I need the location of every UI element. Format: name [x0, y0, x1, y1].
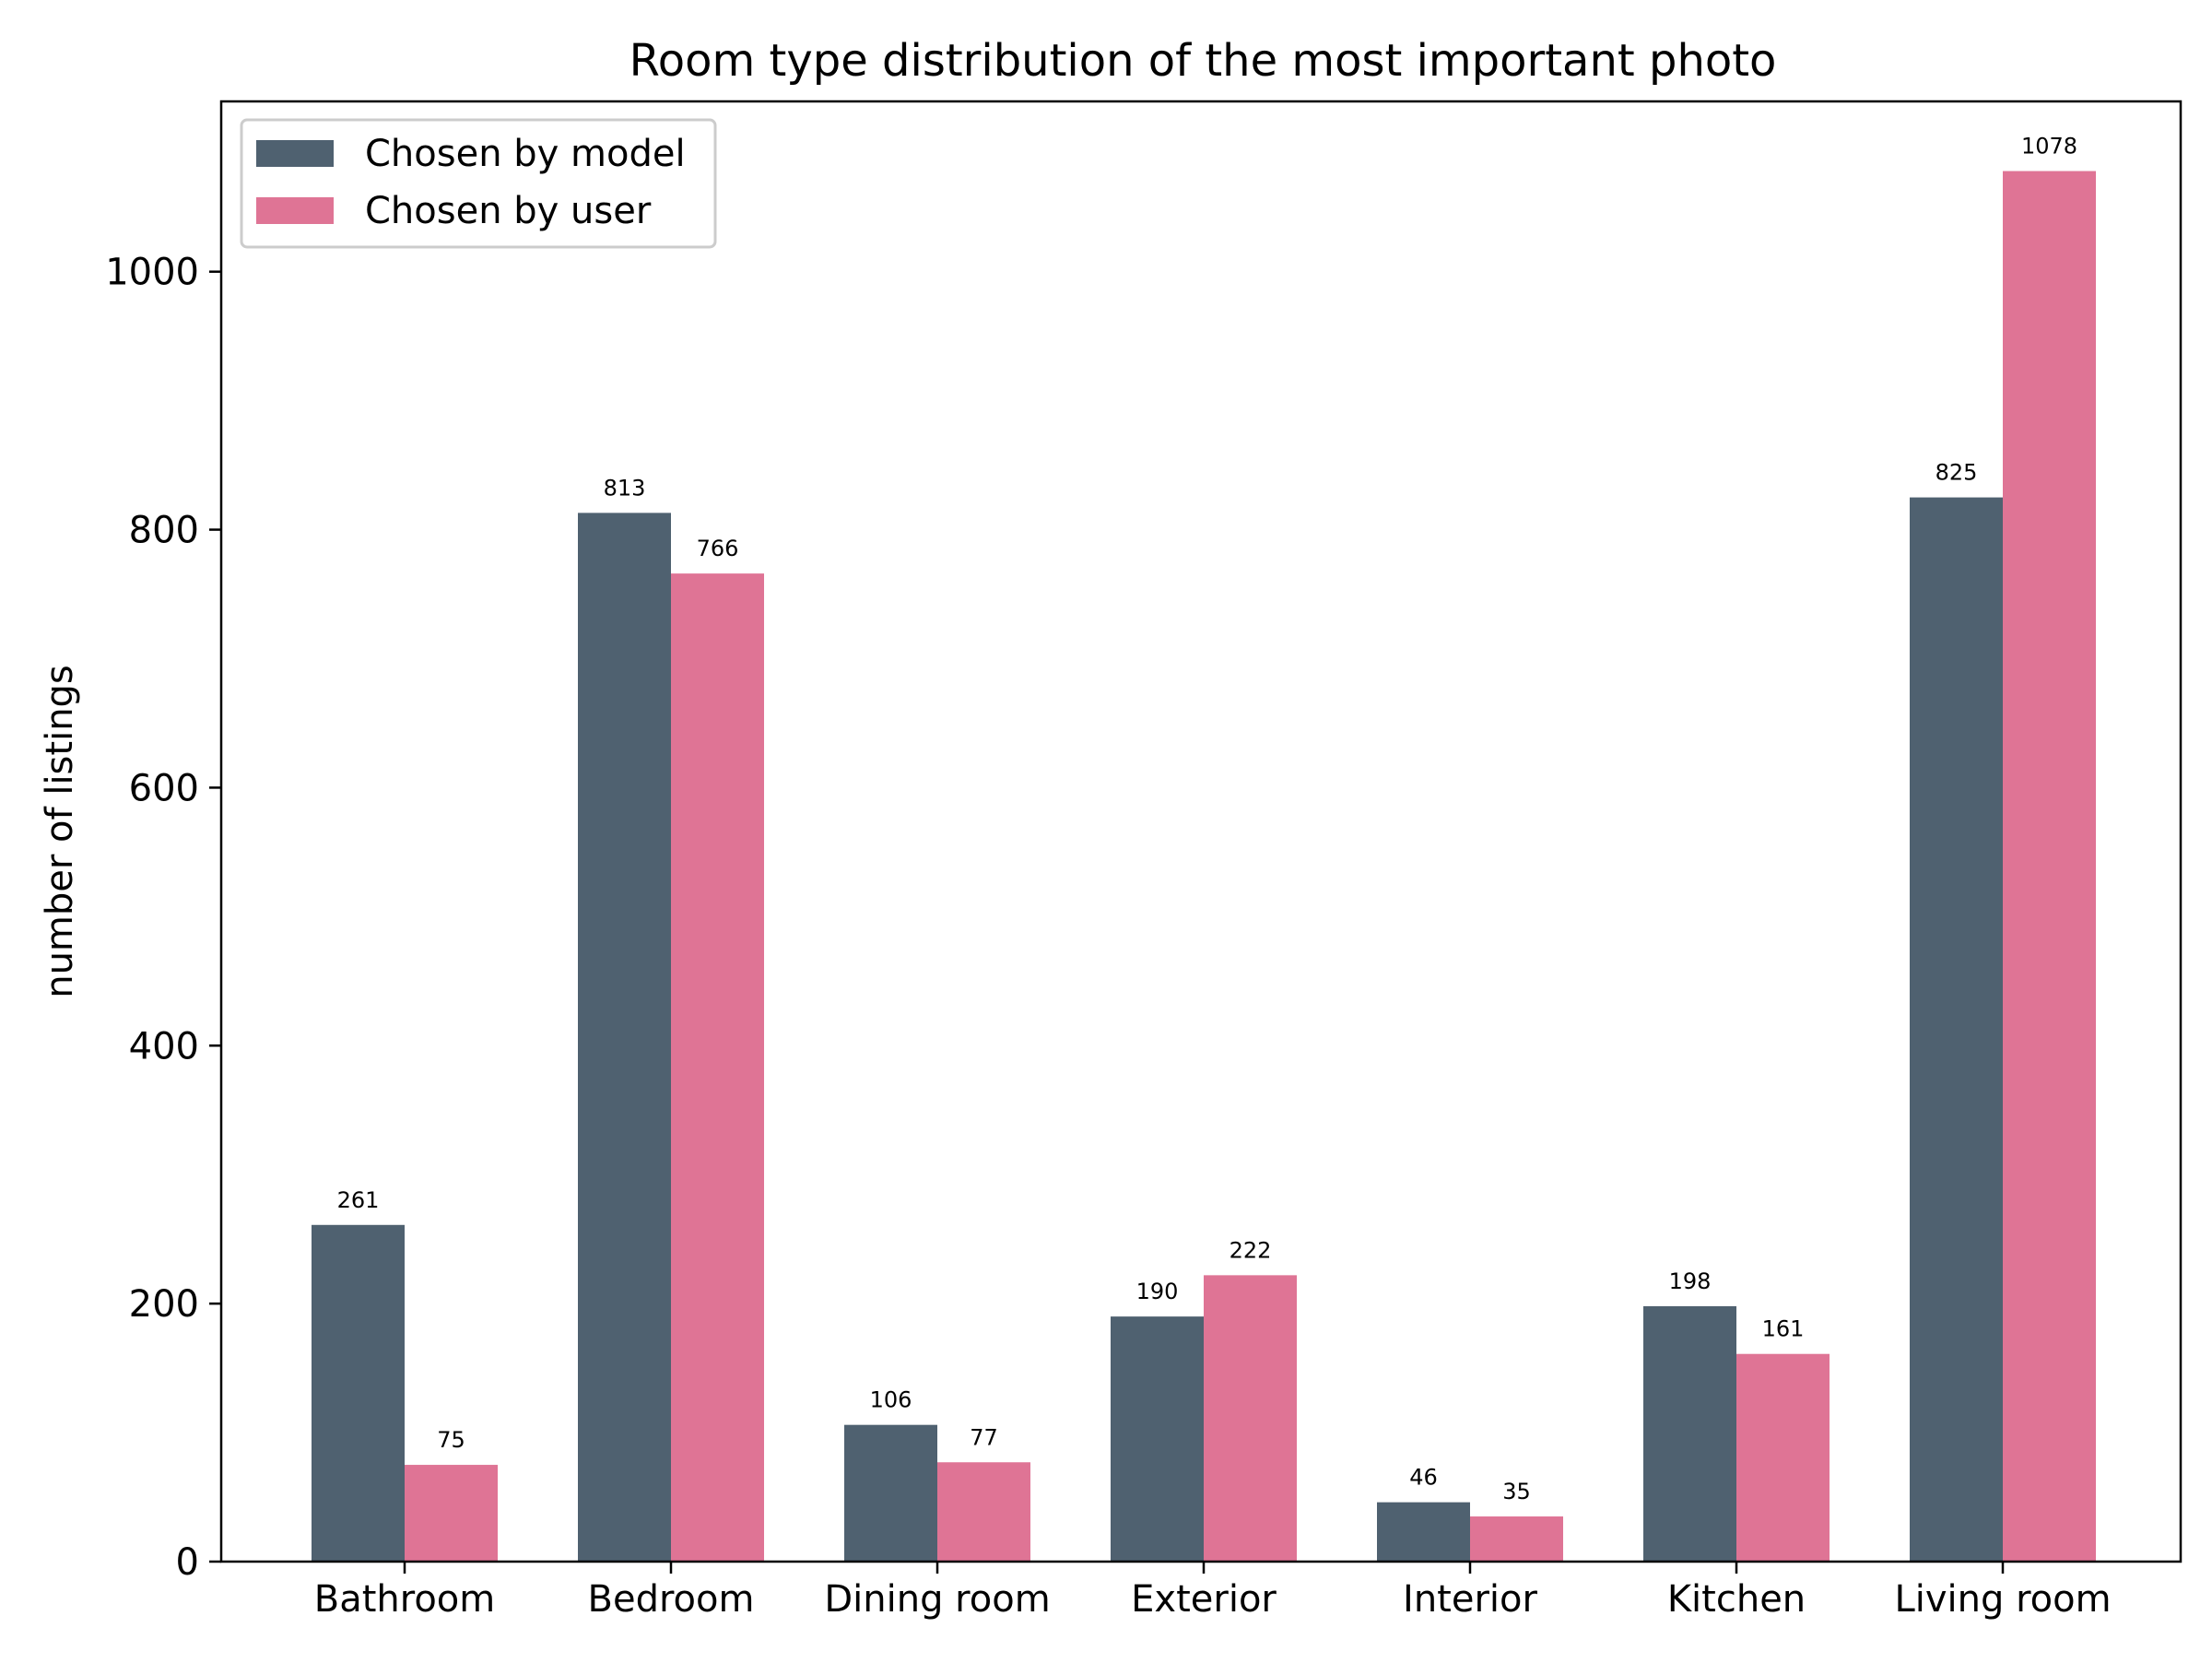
x-tick-label-dining-room: Dining room: [824, 1578, 1050, 1621]
value-label-chosen-by-user-bathroom: 75: [437, 1427, 465, 1453]
value-label-chosen-by-user-kitchen: 161: [1762, 1316, 1805, 1342]
y-tick-label-1000: 1000: [105, 252, 199, 294]
y-tick-label-0: 0: [176, 1541, 199, 1584]
value-label-chosen-by-model-living-room: 825: [1936, 460, 1978, 486]
plot-frame: [219, 100, 2183, 1563]
bar-chosen-by-model-living-room: [1910, 497, 2003, 1563]
chart-title: Room type distribution of the most impor…: [629, 35, 1777, 87]
bar-chosen-by-user-interior: [1470, 1516, 1563, 1562]
legend: Chosen by model Chosen by user: [240, 118, 717, 249]
bar-chosen-by-model-bedroom: [578, 513, 671, 1563]
x-tick-label-living-room: Living room: [1894, 1578, 2111, 1621]
bar-chosen-by-user-living-room: [2003, 171, 2096, 1562]
y-tick-label-800: 800: [129, 510, 199, 552]
y-tick-label-200: 200: [129, 1283, 199, 1326]
x-tick-label-bedroom: Bedroom: [588, 1578, 755, 1621]
legend-label-model: Chosen by model: [365, 133, 686, 175]
value-label-chosen-by-user-interior: 35: [1502, 1479, 1531, 1504]
legend-label-user: Chosen by user: [365, 190, 652, 232]
x-tick-label-exterior: Exterior: [1131, 1578, 1277, 1621]
value-label-chosen-by-model-kitchen: 198: [1669, 1268, 1712, 1294]
value-label-chosen-by-model-interior: 46: [1409, 1465, 1438, 1491]
x-tick-label-bathroom: Bathroom: [314, 1578, 495, 1621]
bar-chosen-by-model-interior: [1377, 1502, 1470, 1562]
value-label-chosen-by-model-exterior: 190: [1136, 1279, 1179, 1304]
value-label-chosen-by-model-bedroom: 813: [604, 475, 646, 501]
value-label-chosen-by-model-dining-room: 106: [870, 1387, 912, 1413]
x-tick-label-interior: Interior: [1403, 1578, 1537, 1621]
legend-swatch-model: [256, 140, 334, 167]
y-axis-label: number of listings: [39, 665, 81, 998]
bar-chosen-by-user-exterior: [1204, 1275, 1297, 1562]
value-label-chosen-by-model-bathroom: 261: [337, 1187, 380, 1213]
bar-chosen-by-model-exterior: [1111, 1316, 1204, 1562]
bar-chosen-by-model-dining-room: [844, 1424, 937, 1562]
plot-area: 261 75 Bathroom 813 766 Bedroom 106 77 Dining ro…: [105, 100, 2183, 1621]
bar-chosen-by-user-dining-room: [937, 1462, 1030, 1562]
x-tick-label-kitchen: Kitchen: [1667, 1578, 1806, 1621]
bar-chosen-by-model-kitchen: [1643, 1305, 1736, 1562]
value-label-chosen-by-user-exterior: 222: [1230, 1237, 1272, 1263]
y-tick-label-400: 400: [129, 1025, 199, 1067]
bar-chosen-by-user-bedroom: [671, 573, 764, 1562]
bar-chosen-by-model-bathroom: [312, 1224, 405, 1562]
bar-chosen-by-user-kitchen: [1736, 1353, 1830, 1562]
y-tick-label-600: 600: [129, 767, 199, 809]
value-label-chosen-by-user-dining-room: 77: [970, 1424, 998, 1450]
value-label-chosen-by-user-bedroom: 766: [697, 536, 739, 561]
legend-swatch-user: [256, 197, 334, 224]
bar-chosen-by-user-bathroom: [405, 1465, 498, 1562]
legend-box: [240, 118, 717, 249]
value-label-chosen-by-user-living-room: 1078: [2021, 134, 2077, 159]
